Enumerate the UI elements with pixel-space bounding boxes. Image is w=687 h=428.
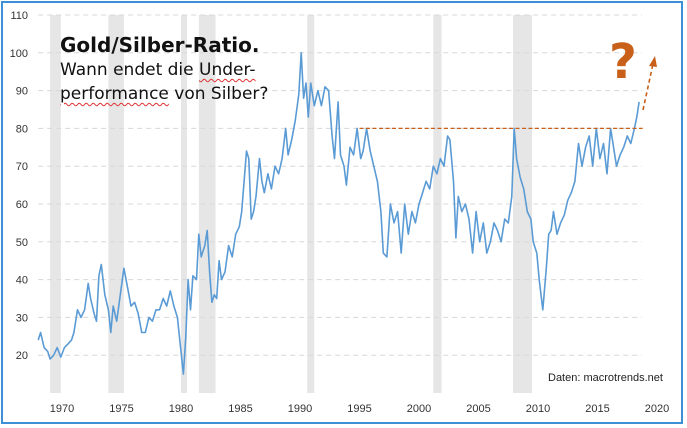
x-tick-label: 1980 xyxy=(169,403,193,415)
chart-title: Gold/Silber-Ratio. xyxy=(60,33,260,57)
subtitle-line-1: Wann endet die Under- xyxy=(60,60,256,80)
data-source: Daten: macrotrends.net xyxy=(548,372,663,384)
x-tick-label: 2015 xyxy=(585,403,609,415)
y-tick-label: 110 xyxy=(10,10,28,22)
subtitle-text: Wann endet die xyxy=(60,60,200,80)
x-tick-label: 2000 xyxy=(407,403,431,415)
y-tick-label: 80 xyxy=(16,123,28,135)
x-tick-label: 1990 xyxy=(288,403,312,415)
y-tick-label: 70 xyxy=(16,161,28,173)
subtitle-text: von Silber? xyxy=(168,84,269,104)
y-tick-label: 90 xyxy=(16,86,28,98)
arrow-shaft xyxy=(642,63,654,111)
x-tick-label: 1975 xyxy=(109,403,133,415)
subtitle-spellcheck-word: performance xyxy=(60,84,169,104)
recession-band xyxy=(50,15,61,393)
y-tick-label: 50 xyxy=(16,237,28,249)
y-tick-label: 60 xyxy=(16,199,28,211)
subtitle-line-2: performance von Silber? xyxy=(60,84,268,104)
ratio-line xyxy=(37,52,640,375)
y-tick-label: 30 xyxy=(16,312,28,324)
x-tick-label: 2005 xyxy=(466,403,490,415)
x-tick-label: 1985 xyxy=(228,403,252,415)
subtitle-spellcheck-word: Under- xyxy=(199,60,256,80)
y-tick-label: 20 xyxy=(16,350,28,362)
x-tick-label: 2010 xyxy=(526,403,550,415)
x-tick-label: 2020 xyxy=(645,403,669,415)
arrow-head xyxy=(649,56,657,67)
dashed-up-arrow xyxy=(642,56,657,111)
recession-band xyxy=(513,15,533,393)
x-tick-label: 1995 xyxy=(347,403,371,415)
x-tick-label: 1970 xyxy=(50,403,74,415)
y-tick-label: 100 xyxy=(10,48,28,60)
question-mark: ? xyxy=(609,34,637,90)
y-tick-label: 40 xyxy=(16,275,28,287)
